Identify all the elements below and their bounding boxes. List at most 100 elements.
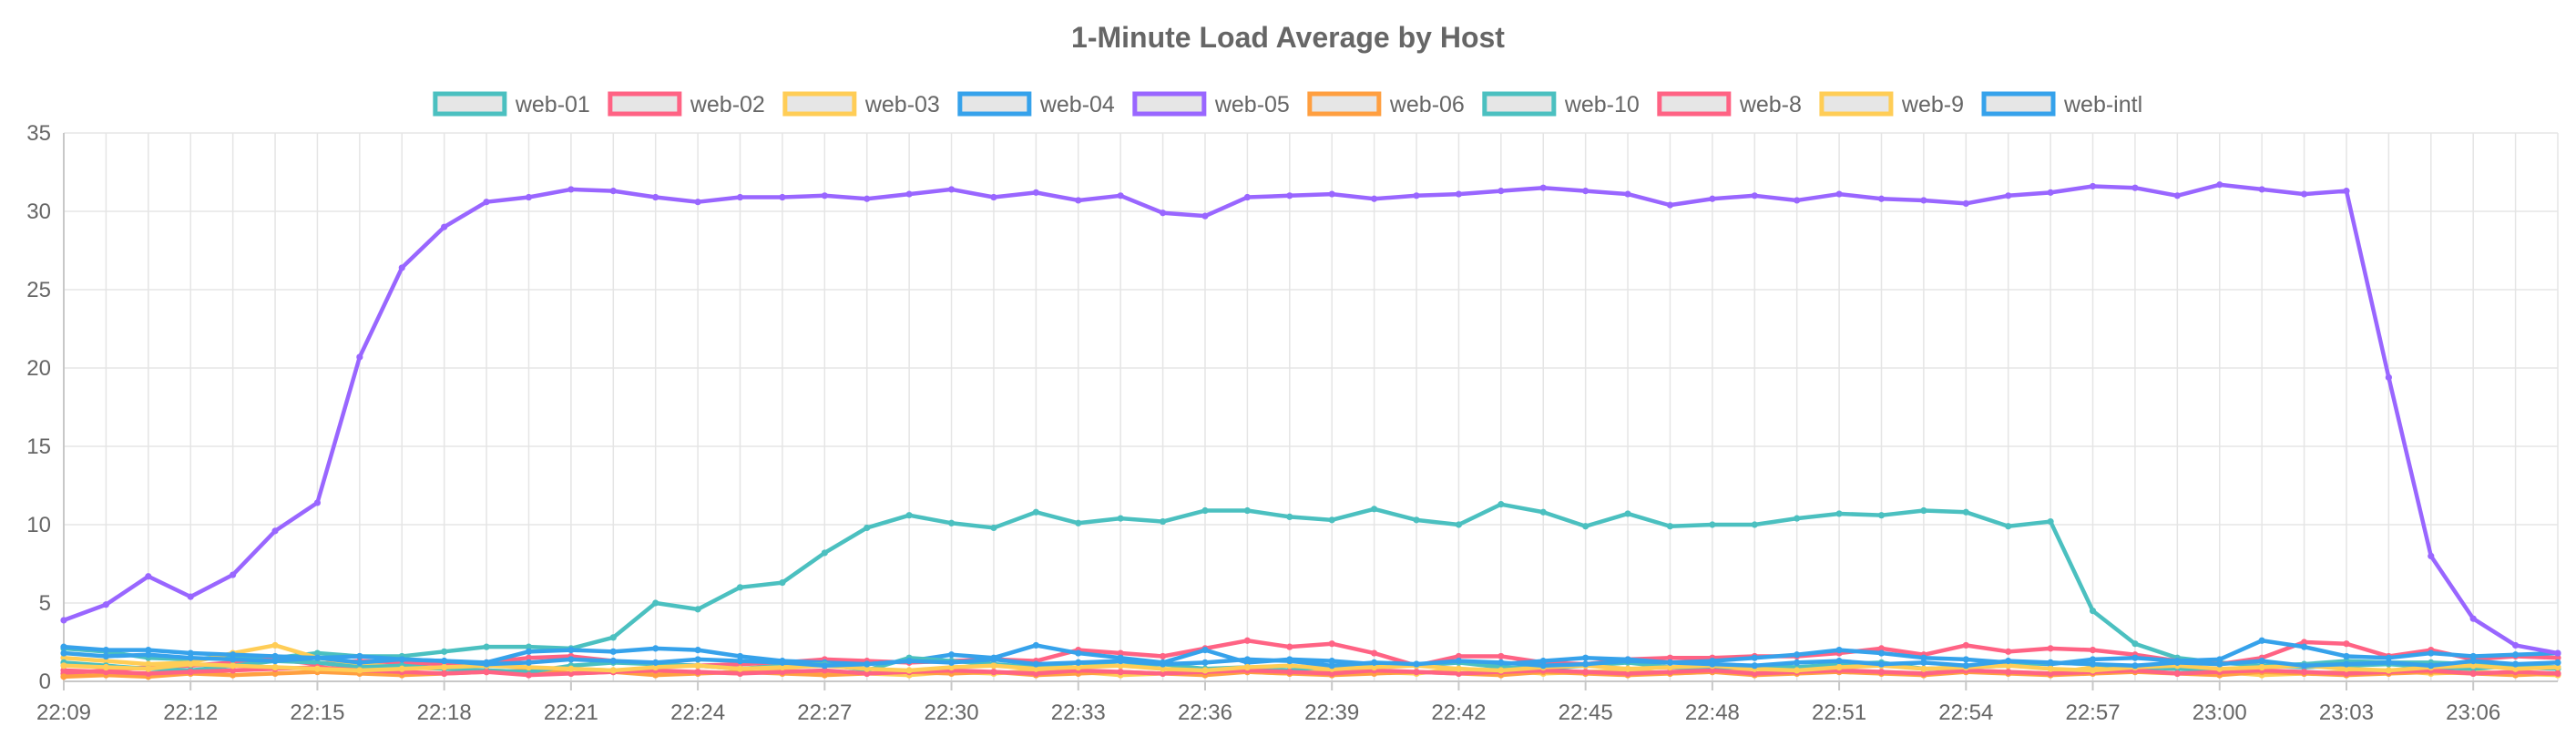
x-tick-label: 22:21 [544,700,598,725]
legend-item-web-06[interactable]: web-06 [1307,91,1465,118]
legend-item-web-intl[interactable]: web-intl [1981,91,2142,118]
legend-swatch [433,91,507,117]
data-point [525,671,533,679]
data-point [1709,195,1716,202]
data-point [313,649,322,657]
data-point [2428,552,2435,560]
data-point [2300,643,2308,650]
data-point [1413,669,1420,676]
data-point [652,645,659,652]
legend-label: web-9 [1901,92,1964,118]
data-point [1539,658,1547,665]
data-point [1877,669,1886,676]
data-point [779,663,786,671]
data-point [1032,660,1039,668]
data-point [864,670,871,678]
data-point [779,659,786,666]
data-point [567,647,575,654]
data-point [483,199,490,206]
series-line-web-01 [63,502,2559,671]
legend-label: web-05 [1214,92,1290,118]
data-point [1117,192,1124,199]
data-point [1582,654,1590,661]
data-point [2089,667,2097,674]
data-point [525,643,533,650]
legend-label: web-06 [1389,92,1465,118]
data-point [1243,193,1251,201]
legend-label: web-01 [515,92,590,118]
data-point [1371,659,1378,666]
data-point [2258,663,2265,671]
legend-item-web-04[interactable]: web-04 [957,91,1115,118]
y-tick-label: 20 [26,356,51,381]
data-point [1455,521,1463,528]
data-point [60,649,67,657]
legend-swatch [1657,91,1732,117]
data-point [1032,670,1039,678]
data-point [145,651,152,659]
y-axis-ticks: 0 5 10 15 20 25 30 35 [26,121,51,694]
data-point [145,660,152,668]
series-web-05 [60,181,2561,657]
legend-item-web-02[interactable]: web-02 [608,91,765,118]
data-point [271,527,279,535]
data-point [990,193,997,201]
data-point [441,670,448,678]
data-point [525,659,533,666]
legend-item-web-9[interactable]: web-9 [1819,91,1964,118]
data-point [567,186,575,193]
data-point [313,654,322,661]
data-point [821,662,828,670]
x-tick-label: 22:51 [1812,700,1866,725]
data-point [2089,608,2097,615]
data-point [2216,660,2223,668]
data-point [2343,670,2350,678]
data-point [1835,190,1843,198]
data-point [1201,667,1209,674]
x-tick-label: 22:09 [36,700,91,725]
data-point [1075,519,1082,526]
data-point [905,667,913,674]
x-tick-label: 22:54 [1938,700,1993,725]
data-point [779,193,786,201]
x-tick-label: 22:18 [417,700,472,725]
data-point [1666,654,1674,661]
data-point [2131,654,2139,661]
data-point [1877,645,1886,652]
data-point [736,193,744,201]
data-point [60,673,67,680]
data-point [102,663,110,671]
legend-item-web-10[interactable]: web-10 [1482,91,1640,118]
data-point [2343,188,2350,195]
data-point [2047,189,2054,196]
legend-swatch [957,91,1032,117]
x-tick-label: 22:45 [1559,700,1613,725]
data-point [2300,662,2308,670]
data-point [271,670,279,678]
data-point [2089,647,2097,654]
y-tick-label: 30 [26,199,51,224]
data-point [1666,523,1674,530]
series-line-web-intl [63,650,2559,669]
legend-item-web-8[interactable]: web-8 [1657,91,1802,118]
data-point [1455,652,1463,660]
data-point [1328,670,1335,678]
data-point [1835,510,1843,517]
data-point [821,549,828,557]
data-point [567,656,575,663]
data-point [2300,669,2308,676]
legend-item-web-03[interactable]: web-03 [782,91,940,118]
data-point [1159,660,1167,668]
data-point [145,573,152,580]
grid [63,132,2559,682]
legend-item-web-01[interactable]: web-01 [433,91,590,118]
data-point [1709,660,1716,668]
data-point [652,663,659,671]
data-point [1709,667,1716,674]
data-point [356,659,363,666]
legend-item-web-05[interactable]: web-05 [1132,91,1290,118]
data-point [441,648,448,655]
data-point [1582,660,1590,668]
data-point [60,667,67,674]
data-point [60,654,67,661]
